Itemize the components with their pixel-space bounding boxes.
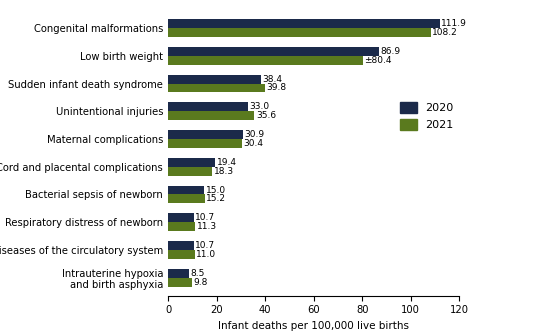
Text: 10.7: 10.7 xyxy=(195,213,216,222)
Bar xyxy=(168,269,189,278)
Bar xyxy=(168,75,261,84)
Bar xyxy=(168,139,242,148)
Bar xyxy=(168,28,431,37)
Text: 39.8: 39.8 xyxy=(266,84,286,92)
Text: 15.2: 15.2 xyxy=(206,195,226,203)
Text: 19.4: 19.4 xyxy=(217,158,236,167)
Text: 30.4: 30.4 xyxy=(243,139,263,148)
Bar xyxy=(168,185,204,195)
Text: 11.3: 11.3 xyxy=(197,222,217,231)
Bar xyxy=(168,84,264,92)
Text: 10.7: 10.7 xyxy=(195,241,216,250)
Text: 8.5: 8.5 xyxy=(190,269,204,278)
Text: 30.9: 30.9 xyxy=(244,130,264,139)
Text: 38.4: 38.4 xyxy=(263,75,283,84)
Text: ±80.4: ±80.4 xyxy=(365,56,392,65)
Text: 111.9: 111.9 xyxy=(441,19,467,28)
Text: 35.6: 35.6 xyxy=(256,111,276,120)
Bar xyxy=(168,19,440,28)
Bar xyxy=(168,241,194,250)
Text: 18.3: 18.3 xyxy=(214,167,234,176)
X-axis label: Infant deaths per 100,000 live births: Infant deaths per 100,000 live births xyxy=(218,321,409,331)
Text: 86.9: 86.9 xyxy=(380,47,400,56)
Bar xyxy=(168,130,243,139)
Text: 15.0: 15.0 xyxy=(206,185,226,195)
Bar xyxy=(168,111,254,120)
Text: 108.2: 108.2 xyxy=(432,28,458,37)
Legend: 2020, 2021: 2020, 2021 xyxy=(400,101,454,130)
Text: 33.0: 33.0 xyxy=(250,102,270,111)
Bar xyxy=(168,213,194,222)
Bar xyxy=(168,47,379,56)
Bar xyxy=(168,56,363,65)
Bar xyxy=(168,167,212,176)
Bar xyxy=(168,195,205,203)
Bar xyxy=(168,222,195,231)
Text: 9.8: 9.8 xyxy=(193,278,208,287)
Bar xyxy=(168,278,192,287)
Bar xyxy=(168,102,248,111)
Bar xyxy=(168,158,215,167)
Text: 11.0: 11.0 xyxy=(196,250,216,259)
Bar xyxy=(168,250,195,259)
